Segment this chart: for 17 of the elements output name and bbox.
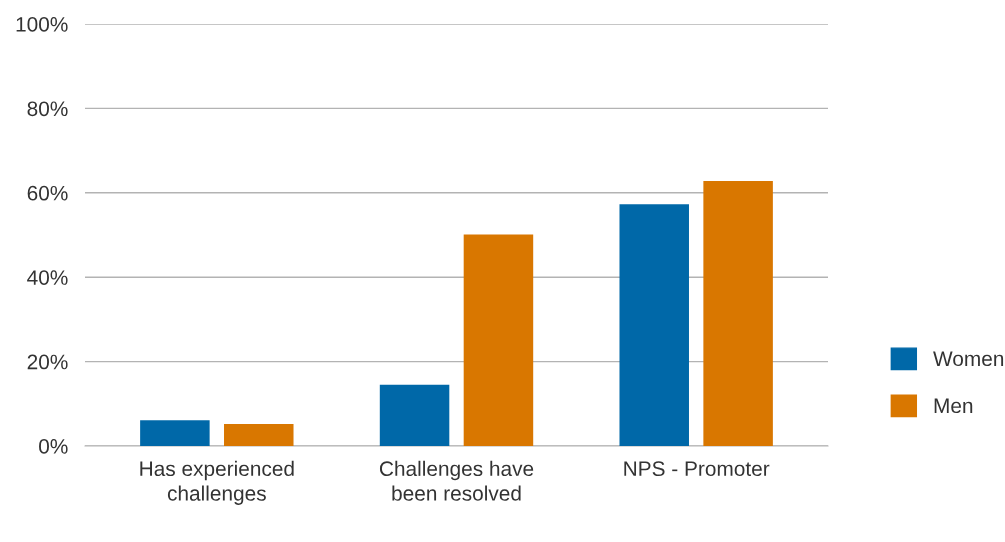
y-tick-label: 100% <box>16 17 68 32</box>
legend-label: Women <box>933 351 1004 367</box>
bar <box>379 384 450 446</box>
bar <box>463 234 534 446</box>
y-tick-label: 80% <box>27 101 68 117</box>
bar <box>703 180 773 446</box>
y-tick-label: 40% <box>27 270 68 285</box>
bar <box>224 424 294 446</box>
bar <box>140 420 210 446</box>
legend-label: Men <box>934 398 973 414</box>
x-tick-label: Has experienced challenges <box>140 460 294 505</box>
y-tick-label: 0% <box>39 439 68 454</box>
y-tick-label: 20% <box>27 354 68 370</box>
x-tick-label: Challenges have been resolved <box>379 460 534 501</box>
y-tick-label: 60% <box>27 185 68 201</box>
x-tick-label: NPS - Promoter <box>624 461 770 477</box>
bar <box>619 204 689 446</box>
